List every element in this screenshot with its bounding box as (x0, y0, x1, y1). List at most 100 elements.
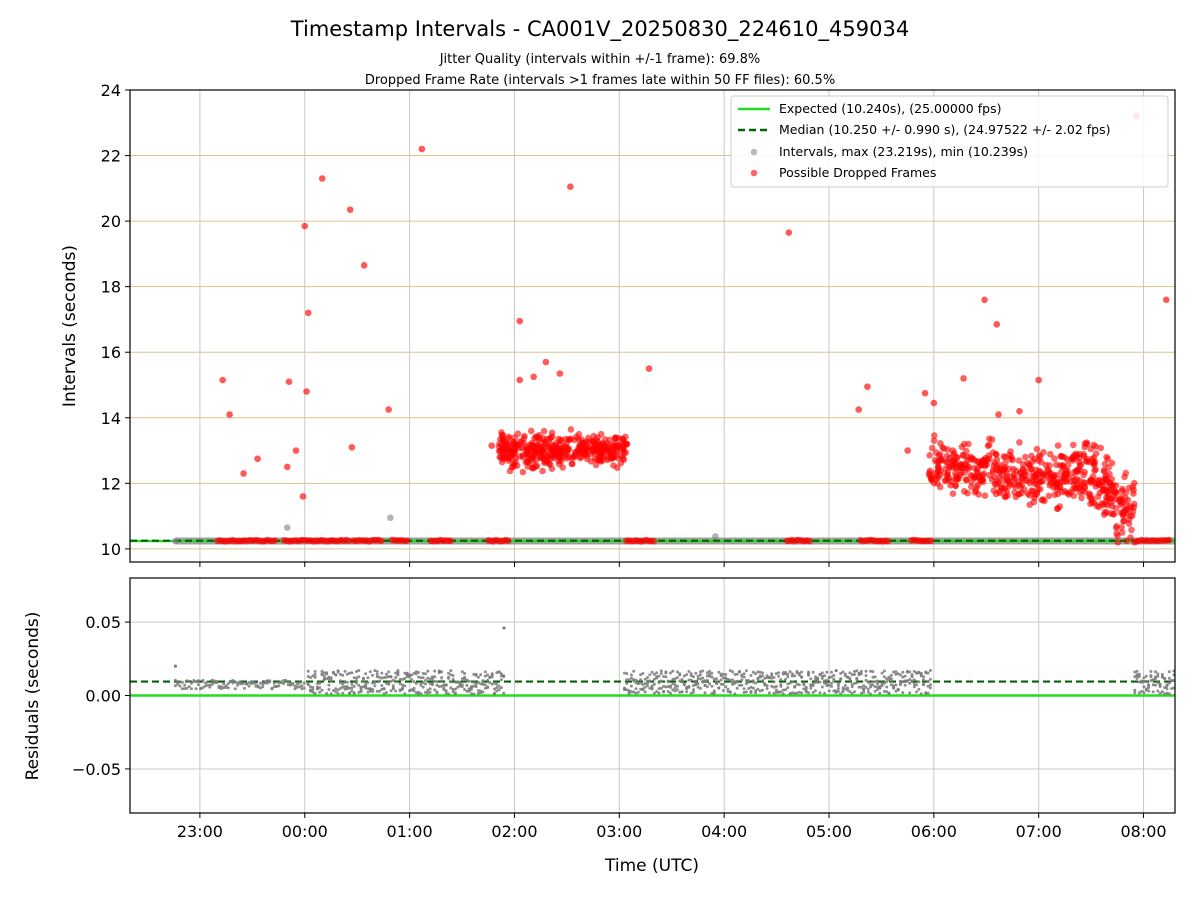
residual-point (777, 674, 781, 678)
residual-point (731, 670, 735, 674)
residual-point (912, 678, 916, 682)
residual-point (694, 671, 698, 675)
residual-point (1147, 686, 1151, 690)
residual-point (652, 672, 656, 676)
chart-title: Timestamp Intervals - CA001V_20250830_22… (290, 17, 909, 42)
residual-point (664, 675, 668, 679)
dropped-frame-point (1092, 443, 1100, 450)
residual-point (712, 677, 716, 681)
residual-point (180, 680, 184, 684)
dropped-frame-point (1087, 491, 1094, 499)
residual-point (784, 678, 787, 681)
residual-point (876, 679, 879, 683)
residual-point (384, 691, 388, 694)
residual-point (322, 678, 326, 681)
residual-point (715, 682, 718, 686)
residual-point (414, 672, 418, 676)
dropped-frame-point (1001, 486, 1008, 493)
residual-point (345, 685, 349, 689)
residual-point (882, 689, 886, 693)
residual-point (859, 669, 863, 673)
residuals-y-tick-label: −0.05 (72, 760, 121, 779)
residual-point (673, 689, 677, 693)
residual-point (928, 686, 932, 690)
dropped-frame-point (1051, 491, 1058, 499)
residual-point (889, 677, 893, 681)
residual-point (1151, 690, 1155, 694)
residual-point (474, 685, 478, 689)
dropped-frame-point (952, 482, 959, 490)
residual-point (318, 681, 322, 685)
residual-point (869, 692, 873, 696)
residual-point (352, 691, 356, 695)
residual-point (325, 677, 329, 681)
residual-point (807, 691, 810, 695)
residual-point (1154, 677, 1157, 680)
residual-point (901, 680, 905, 684)
residual-point (786, 675, 790, 679)
residual-point (717, 670, 721, 674)
residual-point (470, 692, 473, 696)
residual-point (1144, 687, 1148, 691)
residual-point (502, 626, 506, 630)
residual-point (322, 671, 326, 675)
residual-point (857, 685, 861, 689)
residual-point (742, 672, 746, 676)
residual-point (646, 681, 649, 685)
dropped-frame-point (1090, 460, 1097, 467)
dropped-frame-point (529, 464, 536, 471)
residual-point (320, 672, 324, 676)
residual-point (687, 678, 691, 682)
dropped-frame-point (283, 463, 291, 471)
residual-point (222, 686, 226, 690)
residual-point (892, 684, 896, 688)
dropped-frame-point (1053, 461, 1060, 469)
residual-point (449, 680, 453, 684)
dropped-frame-point (974, 481, 982, 489)
x-tick-label: 05:00 (806, 822, 852, 841)
dropped-frame-point (509, 446, 517, 453)
dropped-frame-point (951, 458, 959, 466)
residual-point (825, 670, 829, 674)
residual-point (754, 691, 758, 695)
residual-point (444, 691, 448, 695)
residual-point (839, 677, 843, 681)
dropped-frame-point (539, 454, 547, 462)
dropped-frame-point (1122, 489, 1130, 497)
residual-point (784, 672, 787, 676)
dropped-frame-point (226, 411, 233, 418)
dropped-frame-point (1022, 453, 1029, 461)
residual-point (265, 681, 269, 685)
residual-point (236, 681, 239, 685)
dropped-frame-point (594, 434, 601, 441)
residual-point (721, 689, 725, 692)
residual-point (880, 671, 884, 675)
residual-point (899, 673, 902, 677)
residual-point (286, 683, 290, 687)
residual-point (1163, 692, 1167, 696)
residual-point (242, 686, 246, 690)
residual-point (238, 682, 242, 685)
residual-point (735, 680, 739, 684)
dropped-frame-point (1002, 453, 1009, 461)
residual-point (1158, 685, 1162, 688)
residual-point (206, 683, 210, 687)
residual-point (178, 684, 182, 688)
residual-point (666, 679, 670, 683)
dropped-frame-point (539, 444, 546, 451)
dropped-frame-point (1127, 504, 1135, 512)
residual-point (419, 692, 423, 696)
residual-point (669, 671, 672, 675)
residual-point (655, 671, 659, 675)
residual-point (405, 672, 409, 676)
residual-point (1149, 679, 1153, 682)
dropped-frame-point (573, 433, 580, 441)
residual-point (738, 670, 741, 673)
residual-point (1133, 691, 1137, 695)
residual-point (715, 677, 718, 681)
residual-point (726, 690, 730, 693)
residual-point (1151, 683, 1155, 687)
residual-point (502, 691, 506, 695)
residual-point (371, 690, 375, 693)
dropped-frame-point (937, 440, 944, 447)
